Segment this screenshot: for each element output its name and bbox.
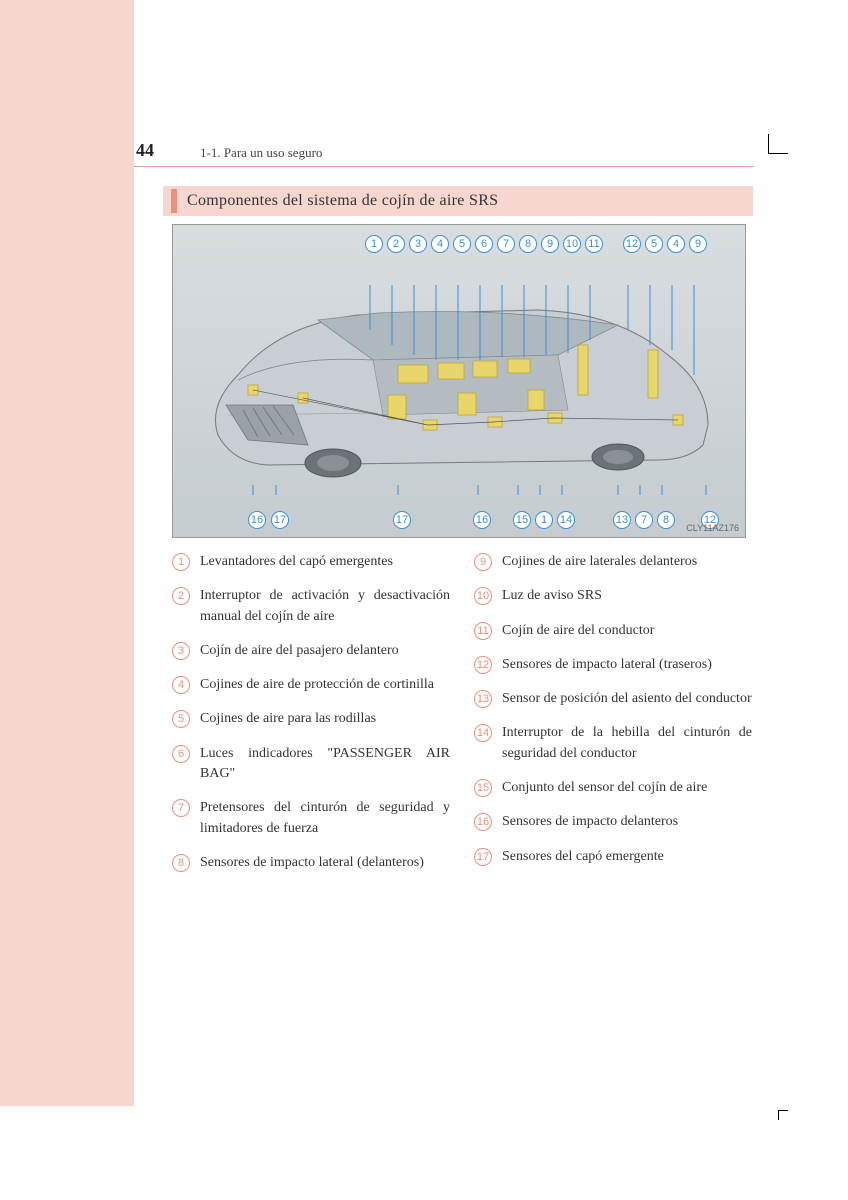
callout-number: 2 <box>387 235 405 253</box>
diagram-code: CLY11AZ176 <box>686 523 739 533</box>
callout-number: 6 <box>475 235 493 253</box>
car-illustration <box>198 285 718 495</box>
callout-number: 1 <box>365 235 383 253</box>
callout-number: 16 <box>473 511 491 529</box>
legend-number: 4 <box>172 676 190 694</box>
legend-item: 5 Cojines de aire para las rodillas <box>172 709 450 729</box>
legend-text: Sensores de impacto delanteros <box>502 812 678 832</box>
legend-text: Luz de aviso SRS <box>502 586 602 606</box>
left-margin-sidebar <box>0 0 134 1106</box>
legend-number: 8 <box>172 854 190 872</box>
legend-item: 6 Luces indicadores "PASSENGER AIR BAG" <box>172 744 450 785</box>
callout-number: 8 <box>519 235 537 253</box>
legend-text: Interruptor de la hebilla del cinturón d… <box>502 723 752 764</box>
callout-number: 12 <box>623 235 641 253</box>
legend-item: 2 Interruptor de activación y desactivaci… <box>172 586 450 627</box>
callout-number: 1 <box>535 511 553 529</box>
legend-number: 1 <box>172 553 190 571</box>
legend-number: 5 <box>172 710 190 728</box>
header-rule <box>134 166 754 167</box>
legend-text: Conjunto del sensor del cojín de aire <box>502 778 707 798</box>
legend-column-left: 1 Levantadores del capó emergentes 2 Interr… <box>172 552 450 887</box>
page-number: 44 <box>136 140 154 161</box>
legend-number: 2 <box>172 587 190 605</box>
legend-item: 10 Luz de aviso SRS <box>474 586 752 606</box>
callout-number: 7 <box>635 511 653 529</box>
title-accent <box>171 189 177 213</box>
callout-number: 11 <box>585 235 603 253</box>
legend-text: Sensores de impacto lateral (delanteros) <box>200 853 424 873</box>
legend-number: 3 <box>172 642 190 660</box>
legend-number: 9 <box>474 553 492 571</box>
legend-text: Cojines de aire laterales delanteros <box>502 552 697 572</box>
callout-number: 4 <box>667 235 685 253</box>
callout-number: 8 <box>657 511 675 529</box>
legend-item: 7 Pretensores del cinturón de seguridad y… <box>172 798 450 839</box>
callout-number: 7 <box>497 235 515 253</box>
srs-diagram: 123456789101112549 1617171615114137812 C… <box>172 224 746 538</box>
legend-item: 8 Sensores de impacto lateral (delanteros… <box>172 853 450 873</box>
callout-number: 5 <box>645 235 663 253</box>
legend-number: 17 <box>474 848 492 866</box>
legend-text: Pretensores del cinturón de seguridad y … <box>200 798 450 839</box>
legend-item: 13 Sensor de posición del asiento del con… <box>474 689 752 709</box>
callout-number: 17 <box>271 511 289 529</box>
legend-item: 11 Cojín de aire del conductor <box>474 621 752 641</box>
legend-item: 12 Sensores de impacto lateral (traseros) <box>474 655 752 675</box>
callout-number: 4 <box>431 235 449 253</box>
legend-text: Cojines de aire para las rodillas <box>200 709 376 729</box>
crop-mark-icon <box>768 134 788 154</box>
callout-number: 15 <box>513 511 531 529</box>
callout-number: 5 <box>453 235 471 253</box>
callout-number: 3 <box>409 235 427 253</box>
legend-text: Levantadores del capó emergentes <box>200 552 393 572</box>
legend-text: Sensor de posición del asiento del condu… <box>502 689 752 709</box>
legend-item: 16 Sensores de impacto delanteros <box>474 812 752 832</box>
legend-text: Interruptor de activación y desactivació… <box>200 586 450 627</box>
callout-number: 13 <box>613 511 631 529</box>
legend-number: 10 <box>474 587 492 605</box>
callout-number: 14 <box>557 511 575 529</box>
legend-text: Sensores del capó emergente <box>502 847 664 867</box>
legend-text: Cojín de aire del pasajero delantero <box>200 641 399 661</box>
title-bar: Componentes del sistema de cojín de aire… <box>163 186 753 216</box>
callout-number: 10 <box>563 235 581 253</box>
title-text: Componentes del sistema de cojín de aire… <box>187 192 498 210</box>
legend-item: 3 Cojín de aire del pasajero delantero <box>172 641 450 661</box>
legend-item: 14 Interruptor de la hebilla del cinturón… <box>474 723 752 764</box>
callout-number: 17 <box>393 511 411 529</box>
legend-item: 4 Cojines de aire de protección de cortin… <box>172 675 450 695</box>
legend-item: 1 Levantadores del capó emergentes <box>172 552 450 572</box>
legend-number: 7 <box>172 799 190 817</box>
legend-text: Luces indicadores "PASSENGER AIR BAG" <box>200 744 450 785</box>
legend-number: 15 <box>474 779 492 797</box>
legend-text: Cojines de aire de protección de cortini… <box>200 675 434 695</box>
callout-number: 9 <box>689 235 707 253</box>
crop-mark-icon <box>778 1110 788 1120</box>
callout-number: 16 <box>248 511 266 529</box>
legend-item: 9 Cojines de aire laterales delanteros <box>474 552 752 572</box>
legend-number: 16 <box>474 813 492 831</box>
legend-number: 13 <box>474 690 492 708</box>
legend-text: Sensores de impacto lateral (traseros) <box>502 655 712 675</box>
legend-number: 12 <box>474 656 492 674</box>
callout-number: 9 <box>541 235 559 253</box>
legend-number: 6 <box>172 745 190 763</box>
section-header: 1-1. Para un uso seguro <box>200 145 322 161</box>
legend-item: 17 Sensores del capó emergente <box>474 847 752 867</box>
legend-number: 14 <box>474 724 492 742</box>
legend-item: 15 Conjunto del sensor del cojín de aire <box>474 778 752 798</box>
legend: 1 Levantadores del capó emergentes 2 Interr… <box>172 552 752 887</box>
legend-number: 11 <box>474 622 492 640</box>
legend-text: Cojín de aire del conductor <box>502 621 654 641</box>
legend-column-right: 9 Cojines de aire laterales delanteros 10 L… <box>474 552 752 887</box>
